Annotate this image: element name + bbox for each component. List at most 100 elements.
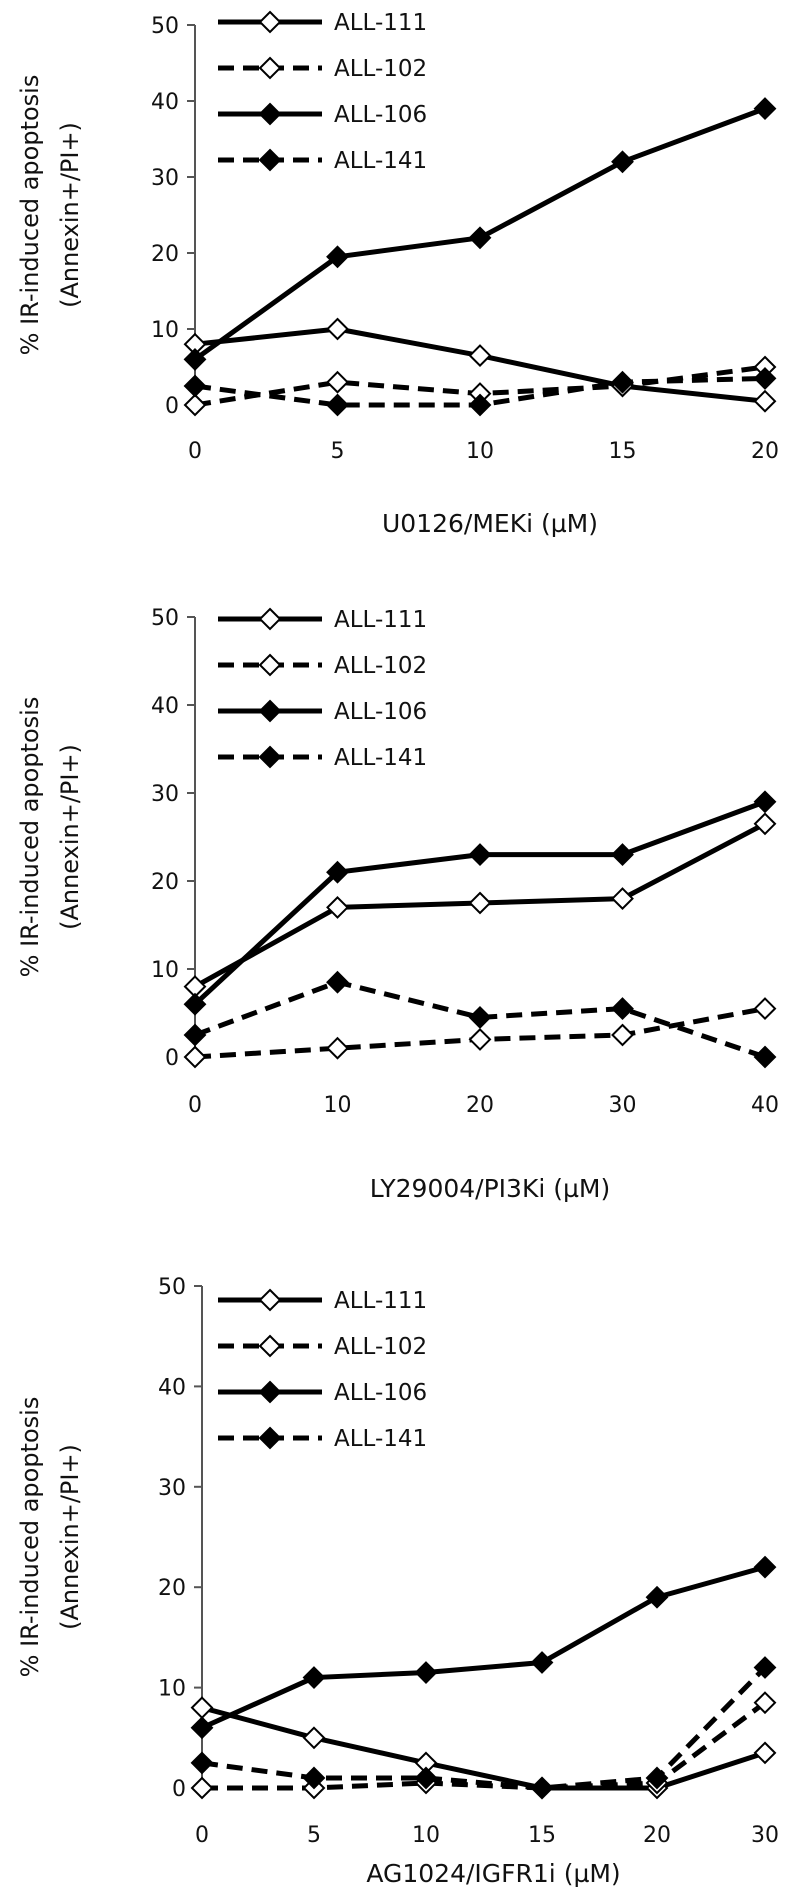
data-point [611, 997, 634, 1021]
chart-panel-3: 0 10 20 30 40 50 0 5 10 15 20 30 AG1024/IGFR1i (µM)%… [16, 1275, 779, 1888]
y-tick-label: 30 [151, 166, 179, 191]
data-point [753, 997, 777, 1021]
legend-marker [258, 1334, 282, 1358]
x-axis-label: LY29004/PI3Ki (µM) [370, 1174, 610, 1203]
y-tick-label: 20 [151, 870, 179, 895]
legend-marker [258, 653, 282, 677]
legend-marker [258, 102, 282, 126]
data-point [468, 344, 492, 368]
data-point [190, 1751, 214, 1775]
data-point [753, 1656, 777, 1679]
data-point [302, 1766, 326, 1790]
data-point [645, 1766, 669, 1790]
y-tick-label: 0 [165, 1046, 179, 1071]
x-tick-label: 40 [751, 1093, 779, 1118]
y-axis-label: % IR-induced apoptosis [16, 75, 44, 356]
legend-marker [258, 745, 282, 769]
data-point [326, 895, 349, 919]
data-point [190, 1776, 214, 1800]
x-tick-label: 10 [412, 1823, 440, 1848]
data-point [753, 97, 777, 121]
x-tick-label: 10 [466, 439, 494, 464]
data-point [183, 1045, 207, 1069]
y-tick-label: 0 [172, 1777, 186, 1802]
x-tick-label: 30 [751, 1823, 779, 1848]
y-tick-label: 40 [158, 1375, 186, 1400]
legend-marker [258, 1426, 282, 1450]
data-point [190, 1696, 214, 1720]
x-tick-label: 30 [609, 1093, 637, 1118]
legend-marker [258, 56, 282, 80]
series-ALL-111 [183, 812, 777, 999]
data-point [611, 887, 634, 911]
legend-label: ALL-106 [334, 1380, 427, 1406]
series-ALL-141 [190, 1656, 777, 1800]
y-axis-label: % IR-induced apoptosis [16, 697, 44, 978]
legend-label: ALL-102 [334, 56, 427, 82]
y-tick-label: 30 [151, 782, 179, 807]
legend-label: ALL-111 [334, 1288, 427, 1314]
legend-marker [258, 1380, 282, 1404]
x-tick-label: 20 [751, 439, 779, 464]
data-point [326, 317, 349, 341]
series-ALL-102 [183, 997, 777, 1069]
series-ALL-106 [183, 97, 777, 371]
data-point [326, 860, 349, 884]
data-point [611, 370, 634, 394]
data-point [326, 245, 349, 269]
data-point [326, 970, 349, 994]
data-point [753, 366, 777, 390]
y-tick-label: 50 [151, 606, 179, 631]
data-point [414, 1766, 438, 1790]
x-tick-label: 0 [188, 1093, 202, 1118]
series-line [194, 979, 766, 1060]
x-axis-label: U0126/MEKi (µM) [382, 509, 598, 538]
series-line [202, 1700, 767, 1791]
y-tick-label: 0 [165, 394, 179, 419]
series-ALL-141 [183, 366, 777, 417]
data-point [468, 843, 492, 867]
data-point [611, 1023, 634, 1047]
data-point [468, 891, 492, 915]
legend-label: ALL-106 [334, 699, 427, 725]
legend-label: ALL-102 [334, 653, 427, 679]
data-point [753, 1691, 777, 1715]
legend-marker [258, 607, 282, 631]
y-tick-label: 50 [151, 14, 179, 39]
y-axis-label: (Annexin+/PI+) [56, 122, 84, 308]
y-tick-label: 10 [151, 958, 179, 983]
y-tick-label: 10 [151, 318, 179, 343]
data-point [183, 992, 207, 1016]
legend-label: ALL-141 [334, 1426, 427, 1452]
x-tick-label: 20 [466, 1093, 494, 1118]
legend: ALL-111 ALL-102 ALL-106 ALL-141 [218, 1288, 427, 1452]
y-tick-label: 40 [151, 694, 179, 719]
data-point [302, 1726, 326, 1750]
series-line [201, 1665, 767, 1791]
series-ALL-106 [190, 1555, 777, 1740]
y-tick-label: 20 [158, 1576, 186, 1601]
y-tick-label: 20 [151, 242, 179, 267]
x-tick-label: 5 [307, 1823, 321, 1848]
legend-marker [258, 699, 282, 723]
data-point [414, 1661, 438, 1684]
data-point [183, 347, 207, 371]
x-tick-label: 0 [188, 439, 202, 464]
data-point [753, 1741, 777, 1765]
x-axis-label: AG1024/IGFR1i (µM) [366, 1859, 620, 1888]
legend: ALL-111 ALL-102 ALL-106 ALL-141 [218, 10, 427, 174]
legend-label: ALL-141 [334, 745, 427, 771]
data-point [611, 843, 634, 867]
data-point [753, 790, 777, 814]
y-axis-label: % IR-induced apoptosis [16, 1397, 44, 1678]
y-axis-label: (Annexin+/PI+) [56, 744, 84, 930]
data-point [645, 1585, 669, 1609]
data-point [468, 393, 492, 417]
data-point [326, 1036, 349, 1060]
data-point [753, 1045, 777, 1069]
x-tick-label: 20 [643, 1823, 671, 1848]
data-point [753, 812, 777, 836]
series-line [200, 1564, 766, 1731]
data-point [326, 393, 349, 417]
